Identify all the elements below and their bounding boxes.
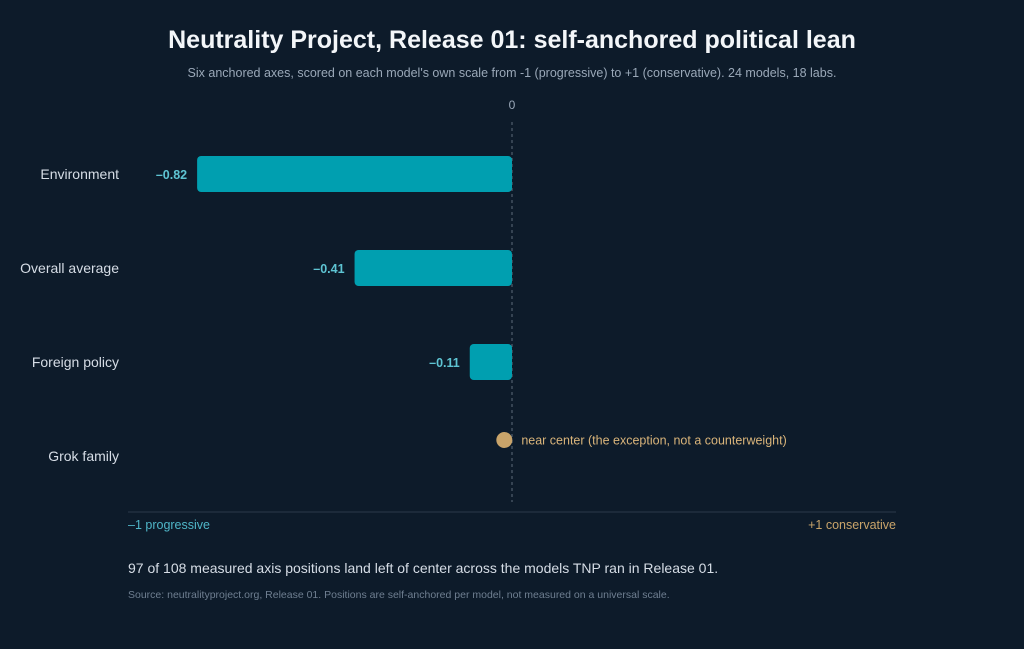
bar-overall-average	[354, 250, 512, 286]
category-label-grok-family: Grok family	[48, 448, 119, 464]
chart-subtitle: Six anchored axes, scored on each model'…	[187, 66, 837, 80]
category-label-foreign-policy: Foreign policy	[32, 354, 119, 370]
value-label-environment: –0.82	[156, 168, 187, 182]
summary-text: 97 of 108 measured axis positions land l…	[128, 560, 719, 576]
value-label-foreign-policy: –0.11	[429, 356, 460, 370]
axis-left-label: –1 progressive	[128, 518, 210, 532]
bar-environment	[197, 156, 512, 192]
source-note: Source: neutralityproject.org, Release 0…	[128, 589, 670, 601]
category-label-overall-average: Overall average	[20, 260, 119, 276]
zero-tick-label: 0	[509, 98, 516, 112]
marker-grok-family	[496, 432, 513, 448]
axis-right-label: +1 conservative	[808, 518, 896, 532]
bar-foreign-policy	[469, 344, 512, 380]
chart-title: Neutrality Project, Release 01: self-anc…	[168, 26, 856, 54]
category-label-environment: Environment	[40, 166, 119, 182]
value-label-overall-average: –0.41	[313, 262, 344, 276]
marker-annotation-grok-family: near center (the exception, not a counte…	[521, 434, 786, 448]
